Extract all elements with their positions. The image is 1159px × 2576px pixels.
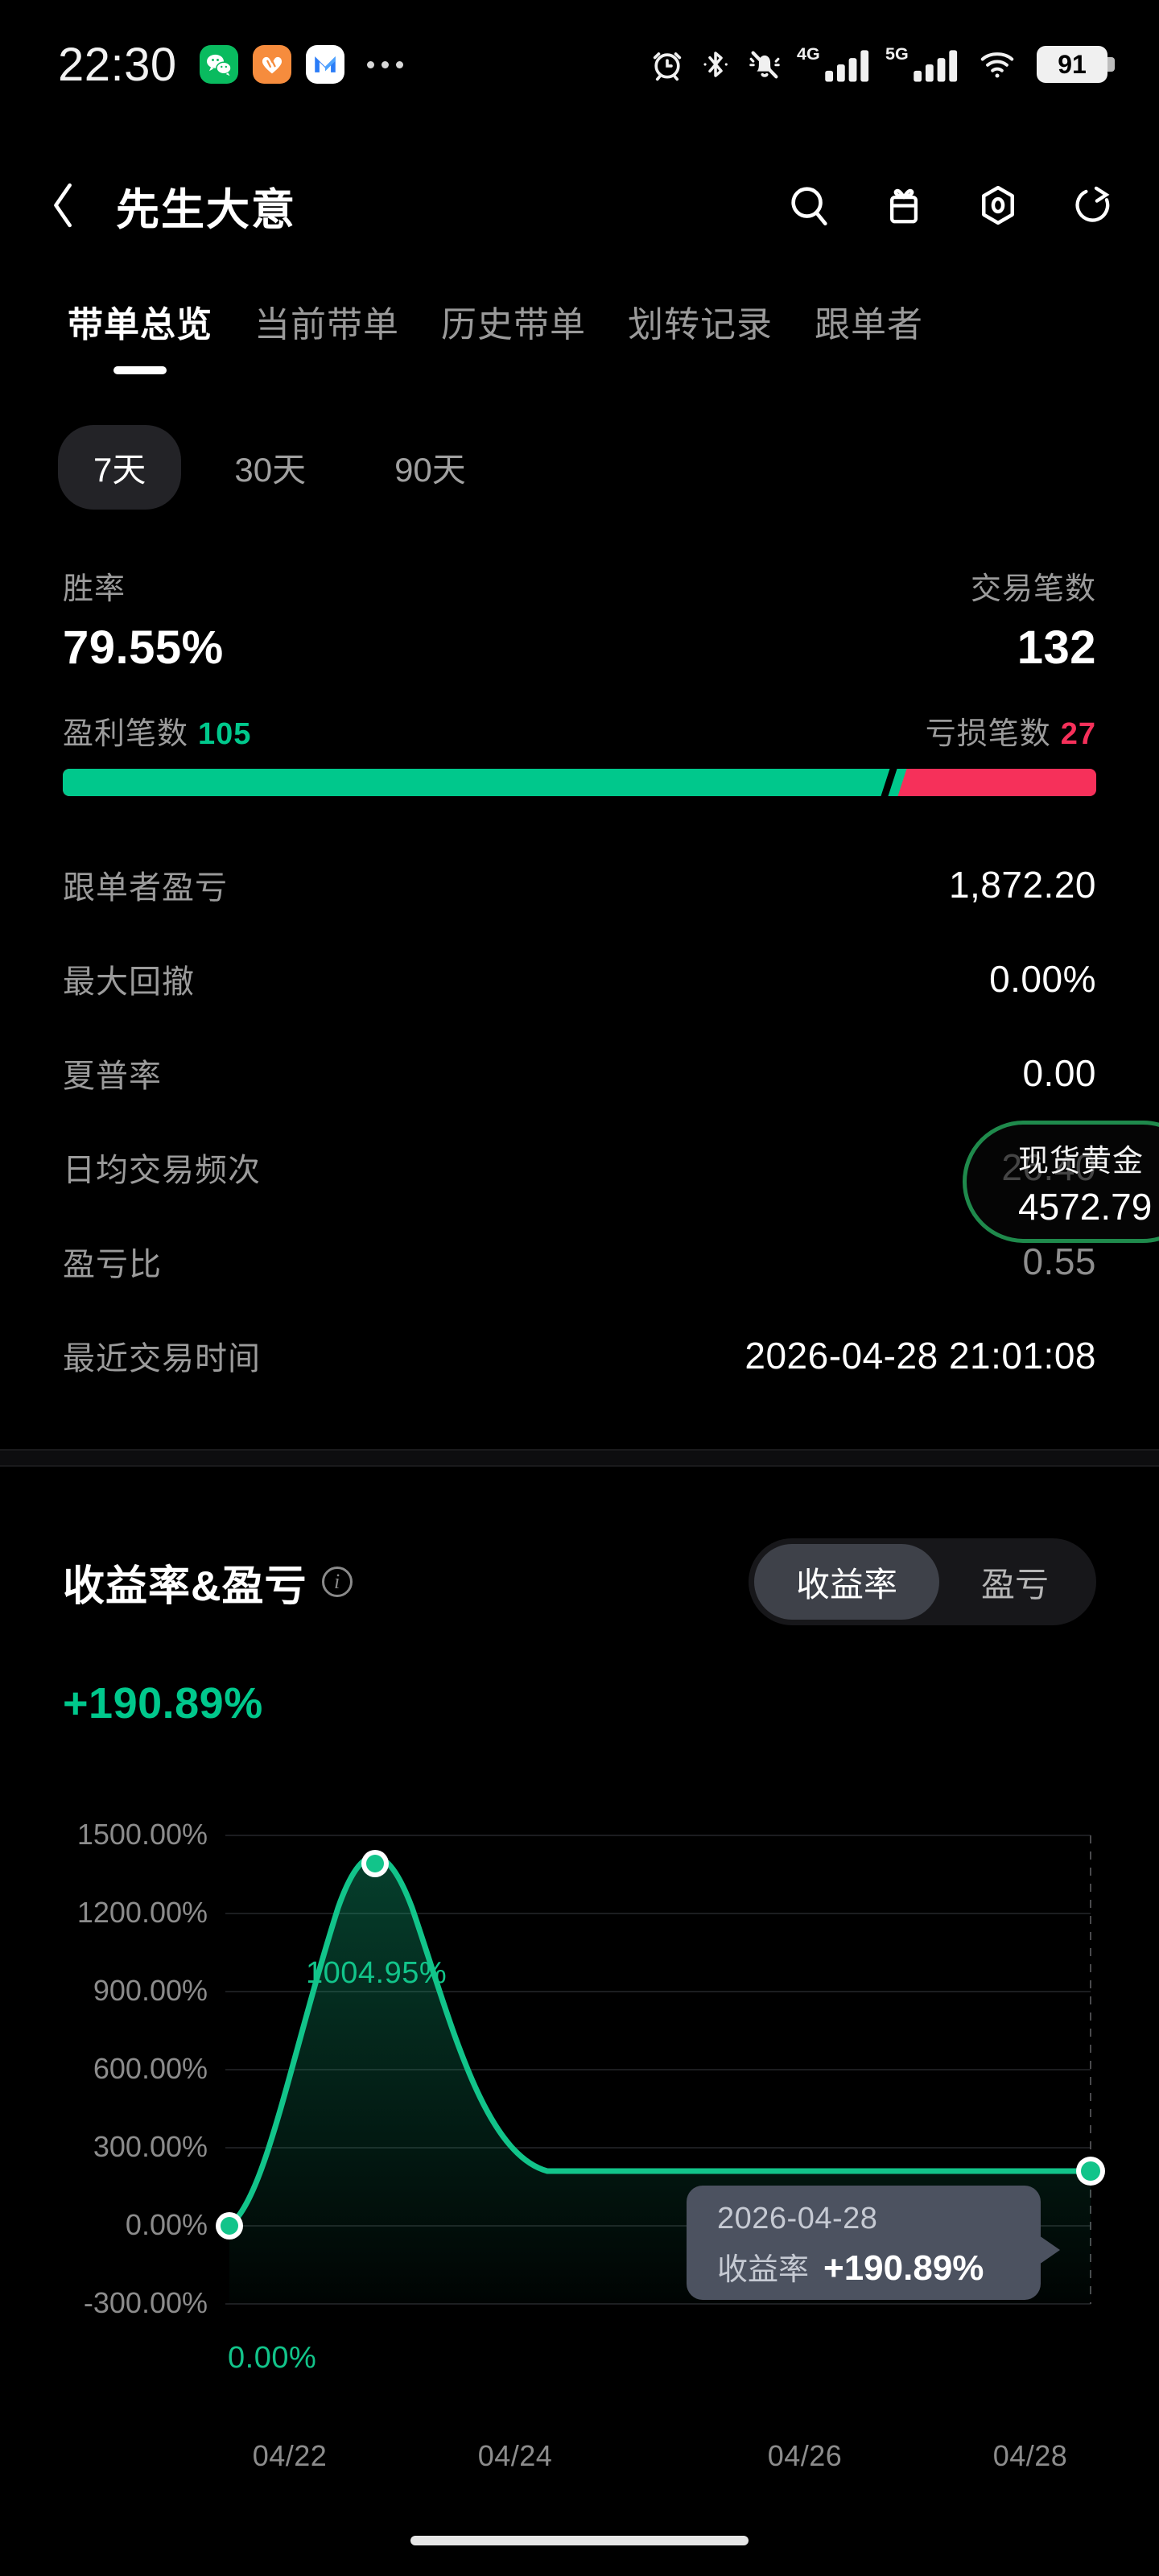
chart-peak-annotation: 1004.95% [306,1956,448,1990]
price-bubble-name: 现货黄金 [1018,1144,1145,1179]
win-rate-label: 胜率 [63,572,126,606]
mute-bell-icon [745,46,784,83]
x-tick: 04/24 [477,2439,553,2472]
stat-label: 最近交易时间 [63,1340,261,1377]
wechat-icon [199,45,238,84]
chart-marker-end [1081,2161,1100,2181]
win-label-text: 盈利笔数 [63,717,189,751]
tooltip-metric-label: 收益率 [717,2253,810,2287]
stat-row-sharpe: 夏普率 0.00 [63,1026,1096,1120]
tab-bar: 带单总览 当前带单 历史带单 划转记录 跟单者 [0,286,1159,390]
x-tick: 04/28 [992,2439,1068,2472]
status-bar-right: 4G 5G [649,43,1115,85]
info-icon[interactable]: i [321,1567,353,1597]
chart-metric-toggle: 收益率 盈亏 [748,1538,1096,1625]
x-tick: 04/26 [767,2439,843,2472]
win-rate-value: 79.55% [63,621,224,674]
stat-row-max-drawdown: 最大回撤 0.00% [63,931,1096,1026]
stat-value: 1,872.20 [948,863,1096,906]
orange-heart-icon [252,45,291,84]
stat-label: 夏普率 [63,1058,162,1094]
chart-start-annotation: 0.00% [228,2341,317,2375]
chart-title: 收益率&盈亏 [63,1563,307,1610]
winloss-labels: 盈利笔数 105 亏损笔数 27 [0,708,1159,753]
gift-icon[interactable] [882,182,926,229]
tab-followers[interactable]: 跟单者 [815,305,923,345]
stat-value: 0.00% [989,957,1096,1000]
stat-row-daily-frequency: 日均交易频次 26.40 [63,1120,1096,1214]
toggle-return-rate[interactable]: 收益率 [753,1544,939,1620]
period-chip-90d[interactable]: 90天 [394,451,466,489]
target-icon[interactable] [975,182,1021,229]
signal-4g-label: 4G [797,44,820,64]
stat-value: 2026-04-28 21:01:08 [744,1334,1096,1377]
page-title: 先生大意 [116,185,296,234]
status-time: 22:30 [58,38,177,91]
stat-value: 0.55 [1022,1240,1096,1282]
wifi-icon [974,46,1021,83]
bluetooth-icon [699,46,732,83]
total-return-value: +190.89% [63,1679,263,1728]
return-rate-chart[interactable]: 1500.00% 1200.00% 900.00% 600.00% 300.00… [0,1818,1159,2463]
stat-label: 盈亏比 [63,1246,162,1282]
battery-indicator: 91 [1037,46,1115,83]
win-count-label: 盈利笔数 105 [63,708,251,753]
toggle-pnl[interactable]: 盈亏 [980,1565,1049,1604]
tab-history[interactable]: 历史带单 [441,305,586,345]
tab-transfers[interactable]: 划转记录 [628,305,773,345]
signal-5g-label: 5G [885,44,909,64]
stat-row-profit-loss-ratio: 盈亏比 0.55 [63,1214,1096,1308]
status-bar-left: 22:30 [58,38,403,92]
mail-icon [305,45,344,84]
chart-section-header: 收益率&盈亏 i 收益率 盈亏 [0,1530,1159,1634]
win-count-value: 105 [198,717,252,751]
loss-count-label: 亏损笔数 27 [926,708,1096,753]
signal-5g-icon: 5G [885,43,961,85]
share-icon[interactable] [1070,182,1114,229]
tab-current[interactable]: 当前带单 [254,305,399,345]
chart-marker-peak [366,1855,384,1872]
section-divider [0,1449,1159,1467]
chart-tooltip: 2026-04-28 收益率 +190.89% [687,2186,1060,2300]
chart-marker-start [221,2217,238,2235]
kpi-win-rate: 胜率 79.55% [63,564,224,675]
x-tick: 04/22 [252,2439,328,2472]
trade-count-label: 交易笔数 [970,572,1096,606]
stat-row-follower-pnl: 跟单者盈亏 1,872.20 [63,837,1096,931]
period-chip-30d[interactable]: 30天 [234,451,307,489]
price-bubble-value: 4572.79 [1018,1185,1153,1228]
tab-overview[interactable]: 带单总览 [47,286,233,347]
back-button[interactable] [45,173,101,237]
loss-label-text: 亏损笔数 [925,717,1051,751]
overflow-dots-icon [366,60,403,68]
signal-4g-icon: 4G [797,43,872,85]
kpi-trade-count: 交易笔数 132 [971,564,1096,675]
app-header: 先生大意 [0,149,1159,262]
tooltip-row: 收益率 +190.89% [717,2244,1041,2289]
trade-count-value: 132 [1017,621,1096,674]
tooltip-date: 2026-04-28 [717,2202,878,2235]
winloss-bar-win-segment [63,769,885,796]
stat-label: 日均交易频次 [63,1152,261,1188]
stat-label: 最大回撤 [63,964,195,1000]
stats-list: 跟单者盈亏 1,872.20 最大回撤 0.00% 夏普率 0.00 日均交易频… [0,837,1159,1402]
loss-count-value: 27 [1060,717,1096,751]
stat-label: 跟单者盈亏 [63,869,228,906]
stat-row-last-trade-time: 最近交易时间 2026-04-28 21:01:08 [63,1308,1096,1402]
chart-x-axis: 04/22 04/24 04/26 04/28 [0,2439,1159,2496]
status-bar: 22:30 [0,0,1159,129]
period-filter: 7天 30天 90天 [0,425,1159,510]
period-chip-7d[interactable]: 7天 [58,425,182,510]
chart-canvas [216,1835,1105,2305]
floating-price-bubble[interactable]: 现货黄金 4572.79 [963,1121,1159,1243]
alarm-icon [649,46,686,83]
kpi-row: 胜率 79.55% 交易笔数 132 [0,564,1159,675]
search-icon[interactable] [786,182,832,229]
home-indicator[interactable] [410,2536,749,2545]
header-actions [786,182,1114,229]
tooltip-metric-value: +190.89% [823,2248,984,2288]
stat-value: 0.00 [1022,1051,1096,1094]
winloss-bar [63,769,1096,796]
